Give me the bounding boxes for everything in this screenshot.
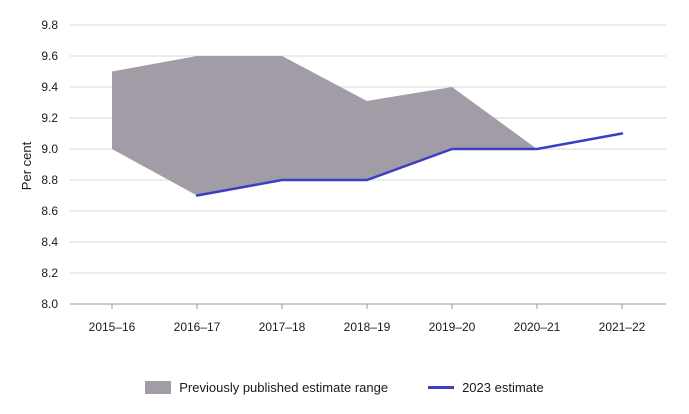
x-axis-ticks: 2015–16 2016–17 2017–18 2018–19 2019–20 2020–… [89, 304, 646, 334]
estimate-line [195, 132, 624, 197]
y-tick-label-8.0: 8.0 [41, 297, 58, 311]
y-tick-label-9.0: 9.0 [41, 142, 58, 156]
chart: 8.08.28.48.68.89.09.29.49.69.8 2015–16 20… [19, 18, 666, 334]
legend: Previously published estimate range 2023… [0, 380, 689, 395]
legend-item-range: Previously published estimate range [145, 380, 388, 395]
y-tick-label-8.2: 8.2 [41, 266, 58, 280]
range-area [112, 56, 537, 196]
y-tick-label-9.8: 9.8 [41, 18, 58, 32]
x-tick-label-2: 2017–18 [259, 320, 306, 334]
y-tick-label-8.8: 8.8 [41, 173, 58, 187]
x-tick-label-0: 2015–16 [89, 320, 136, 334]
legend-label-range: Previously published estimate range [179, 380, 389, 395]
x-tick-label-5: 2020–21 [514, 320, 561, 334]
y-tick-label-9.6: 9.6 [41, 49, 58, 63]
x-tick-label-6: 2021–22 [599, 320, 646, 334]
estimate-range-area [112, 56, 537, 196]
legend-swatch-estimate [428, 386, 455, 389]
y-tick-label-8.6: 8.6 [41, 204, 58, 218]
x-tick-label-3: 2018–19 [344, 320, 391, 334]
estimate-line-series [195, 132, 624, 197]
legend-item-estimate: 2023 estimate [428, 380, 544, 395]
y-tick-label-9.4: 9.4 [41, 80, 58, 94]
x-tick-label-1: 2016–17 [174, 320, 221, 334]
x-tick-label-4: 2019–20 [429, 320, 476, 334]
legend-label-estimate: 2023 estimate [462, 380, 544, 395]
y-axis-title: Per cent [19, 141, 34, 190]
y-axis-ticks: 8.0 8.2 8.4 8.6 8.8 9.0 9.2 9.4 9.6 9.8 [41, 18, 58, 311]
y-tick-label-9.2: 9.2 [41, 111, 58, 125]
y-tick-label-8.4: 8.4 [41, 235, 58, 249]
legend-swatch-range [145, 381, 172, 394]
